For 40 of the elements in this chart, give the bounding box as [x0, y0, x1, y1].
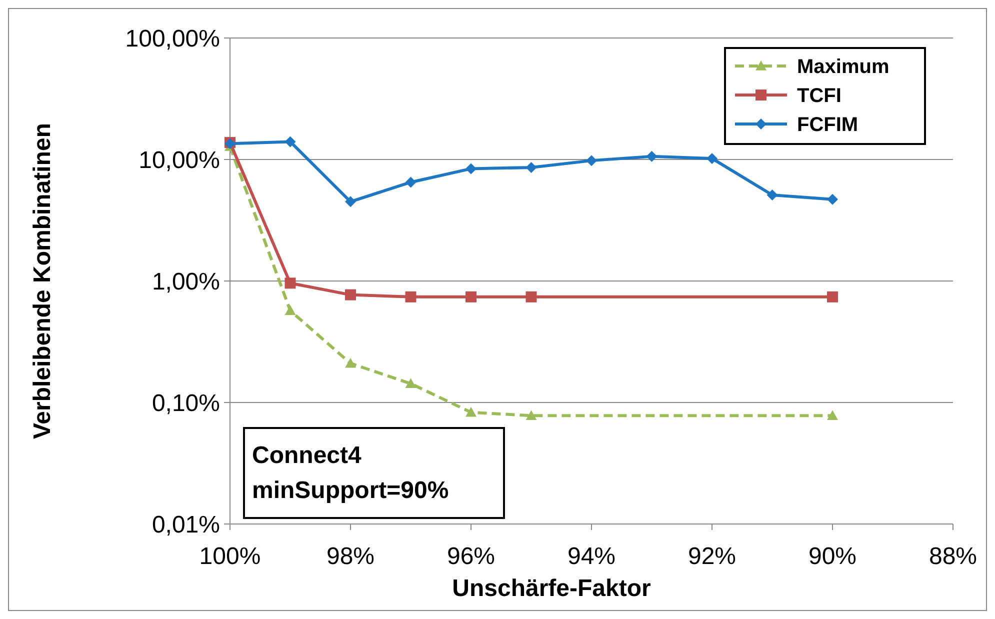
x-tick-label: 92% — [688, 543, 736, 570]
y-tick-label: 0,01% — [152, 511, 220, 538]
point — [405, 176, 416, 188]
y-tick-label: 100,00% — [125, 25, 220, 52]
point — [646, 150, 658, 162]
x-tick-label: 98% — [326, 543, 375, 570]
point — [526, 291, 537, 302]
point — [526, 410, 537, 420]
x-tick-label: 100% — [199, 543, 261, 570]
legend-label: FCFIM — [797, 114, 858, 136]
point — [526, 162, 537, 173]
point — [827, 410, 838, 420]
point — [586, 155, 597, 166]
point — [345, 289, 356, 300]
point — [405, 291, 416, 302]
legend-label: TCFI — [797, 85, 842, 107]
y-tick-label: 1,00% — [152, 268, 220, 296]
point — [466, 163, 476, 174]
x-tick-label: 90% — [808, 543, 857, 570]
x-axis-title: Unschärfe-Faktor — [452, 575, 651, 602]
point — [466, 406, 476, 417]
point — [284, 278, 296, 289]
point — [766, 190, 778, 201]
point — [827, 194, 838, 205]
y-axis-title: Verbleibende Kombinatinen — [29, 122, 56, 440]
y-tick-label: 10,00% — [138, 146, 220, 174]
point — [706, 152, 718, 164]
point — [284, 136, 296, 148]
x-tick-label: 88% — [928, 543, 978, 570]
x-tick-label: 94% — [567, 543, 616, 570]
y-tick-label: 0,10% — [152, 390, 220, 417]
point — [827, 291, 838, 302]
annotation: Connect4 minSupport=90% — [252, 442, 449, 504]
legend-label: Maximum — [797, 56, 890, 78]
point — [345, 358, 356, 368]
point — [405, 378, 416, 388]
point — [345, 196, 356, 208]
point — [284, 305, 296, 316]
point — [466, 291, 476, 302]
x-tick-label: 96% — [446, 543, 496, 570]
